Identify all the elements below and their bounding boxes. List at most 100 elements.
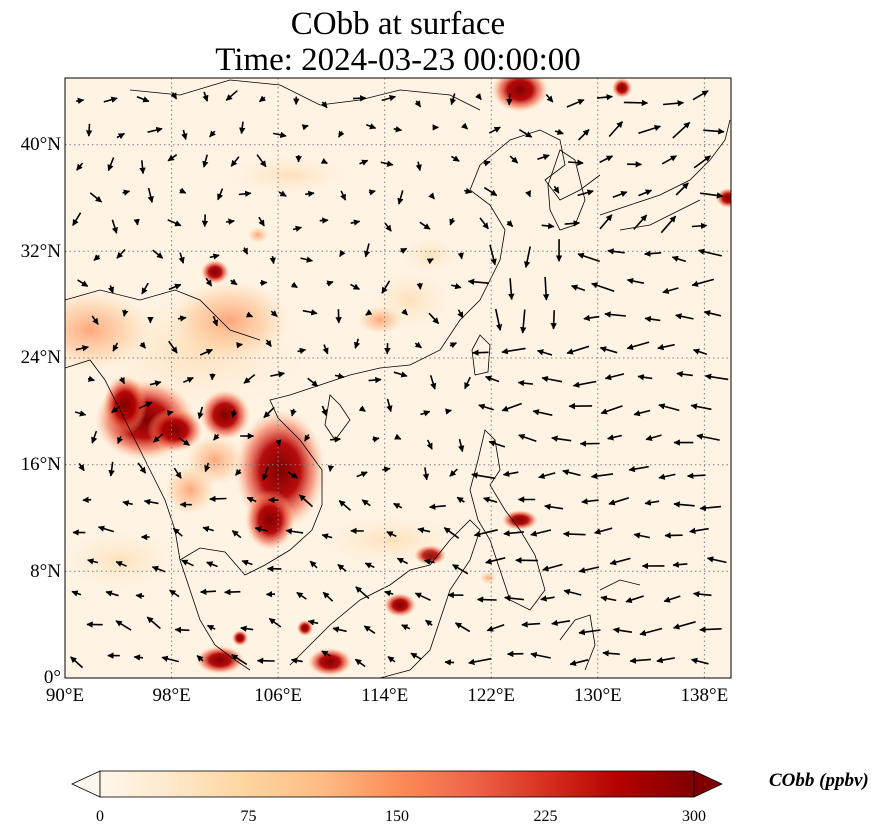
wind-arrow bbox=[285, 528, 304, 535]
wind-arrow bbox=[225, 90, 238, 101]
wind-arrow bbox=[456, 496, 465, 504]
wind-arrow bbox=[122, 309, 129, 317]
wind-arrow bbox=[243, 373, 256, 384]
wind-arrow bbox=[658, 473, 676, 480]
wind-arrow bbox=[199, 348, 213, 356]
colorbar bbox=[71, 770, 723, 798]
wind-arrow bbox=[540, 595, 555, 602]
wind-arrow bbox=[523, 246, 531, 269]
wind-arrow bbox=[230, 156, 240, 167]
wind-arrow bbox=[241, 559, 253, 566]
wind-arrow bbox=[386, 398, 393, 413]
wind-arrow bbox=[382, 466, 391, 473]
wind-arrow bbox=[671, 255, 687, 263]
wind-arrow bbox=[593, 527, 613, 535]
wind-arrow bbox=[426, 258, 434, 265]
wind-arrow bbox=[612, 627, 633, 634]
wind-arrow bbox=[578, 628, 601, 636]
wind-arrow bbox=[82, 496, 92, 504]
wind-arrow bbox=[554, 128, 564, 135]
wind-arrow bbox=[179, 187, 187, 194]
wind-arrow bbox=[414, 592, 431, 602]
wind-arrow bbox=[633, 409, 651, 417]
wind-arrow bbox=[414, 341, 422, 349]
wind-arrow bbox=[568, 159, 584, 166]
wind-arrow bbox=[393, 371, 408, 378]
wind-arrow bbox=[488, 440, 506, 448]
wind-arrow bbox=[604, 311, 626, 318]
wind-arrow bbox=[599, 155, 614, 164]
wind-arrow bbox=[604, 373, 625, 381]
wind-arrow bbox=[457, 252, 464, 260]
wind-arrow bbox=[691, 278, 715, 287]
wind-arrow bbox=[387, 655, 396, 663]
wind-arrow bbox=[224, 588, 241, 596]
wind-arrow bbox=[690, 657, 709, 665]
wind-arrow bbox=[545, 93, 554, 103]
wind-arrow bbox=[639, 627, 663, 636]
wind-arrow bbox=[167, 154, 178, 162]
wind-arrow bbox=[334, 372, 345, 380]
wind-arrow bbox=[136, 96, 150, 103]
wind-arrow bbox=[502, 470, 519, 477]
wind-arrow bbox=[542, 276, 550, 301]
wind-arrow bbox=[300, 256, 314, 263]
wind-arrow bbox=[538, 472, 556, 479]
wind-arrow bbox=[147, 126, 163, 134]
wind-arrow bbox=[320, 157, 328, 165]
wind-arrow bbox=[350, 283, 360, 291]
wind-arrow bbox=[332, 626, 347, 633]
wind-arrow bbox=[569, 659, 589, 667]
colorbar-extend-min bbox=[71, 770, 101, 798]
wind-arrow bbox=[489, 244, 497, 266]
wind-arrow bbox=[537, 154, 550, 161]
wind-arrow bbox=[363, 243, 371, 258]
wind-arrow bbox=[417, 527, 431, 534]
wind-arrow bbox=[394, 433, 402, 440]
wind-arrow bbox=[168, 340, 178, 354]
wind-arrow bbox=[675, 313, 694, 320]
lat-label: 32°N bbox=[20, 241, 61, 262]
wind-arrow bbox=[479, 217, 489, 230]
wind-arrow bbox=[107, 157, 115, 172]
wind-arrow bbox=[234, 468, 242, 476]
wind-arrow bbox=[706, 556, 727, 564]
wind-arrow bbox=[628, 465, 649, 473]
wind-arrow bbox=[454, 622, 471, 633]
wind-arrow bbox=[686, 472, 706, 480]
wind-arrow bbox=[521, 621, 541, 628]
wind-arrow bbox=[591, 282, 615, 293]
wind-arrow bbox=[602, 650, 620, 657]
wind-arrow bbox=[269, 255, 276, 265]
wind-vectors bbox=[70, 90, 729, 669]
wind-arrow bbox=[301, 124, 309, 131]
wind-arrow bbox=[428, 312, 440, 325]
wind-arrow bbox=[386, 531, 397, 538]
wind-arrow bbox=[501, 402, 522, 412]
wind-arrow bbox=[578, 129, 590, 141]
wind-arrow bbox=[452, 564, 469, 575]
colorbar-extend-max bbox=[693, 770, 723, 798]
wind-arrow bbox=[506, 93, 513, 106]
wind-arrow bbox=[112, 342, 119, 352]
wind-arrow bbox=[581, 498, 599, 505]
wind-arrow bbox=[428, 503, 446, 510]
wind-arrow bbox=[196, 655, 204, 662]
wind-arrow bbox=[607, 434, 622, 441]
wind-arrow bbox=[204, 462, 211, 473]
wind-arrow bbox=[173, 467, 182, 479]
wind-arrow bbox=[449, 468, 458, 477]
wind-arrow bbox=[151, 565, 166, 573]
wind-arrow bbox=[209, 130, 216, 138]
wind-arrow bbox=[699, 192, 724, 199]
wind-arrow bbox=[105, 590, 119, 597]
gridlines bbox=[65, 78, 731, 678]
wind-arrow bbox=[428, 192, 436, 200]
wind-arrow bbox=[231, 529, 242, 539]
wind-arrow bbox=[319, 217, 329, 224]
wind-arrow bbox=[326, 280, 334, 287]
map-frame bbox=[64, 77, 732, 679]
wind-arrow bbox=[258, 95, 266, 103]
wind-arrow bbox=[541, 375, 563, 383]
wind-arrow bbox=[168, 283, 182, 291]
